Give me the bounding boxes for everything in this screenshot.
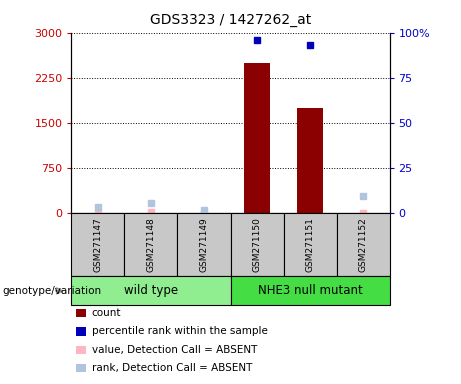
Text: GSM271148: GSM271148	[147, 217, 155, 272]
Text: rank, Detection Call = ABSENT: rank, Detection Call = ABSENT	[92, 363, 252, 373]
Bar	[230, 276, 390, 305]
Text: genotype/variation: genotype/variation	[2, 286, 101, 296]
Bar	[297, 108, 323, 213]
Bar	[284, 213, 337, 276]
Bar	[244, 63, 270, 213]
Bar	[177, 213, 230, 276]
Bar	[337, 213, 390, 276]
Text: value, Detection Call = ABSENT: value, Detection Call = ABSENT	[92, 345, 257, 355]
Text: GDS3323 / 1427262_at: GDS3323 / 1427262_at	[150, 13, 311, 27]
Bar	[230, 213, 284, 276]
Bar	[71, 276, 230, 305]
Text: GSM271151: GSM271151	[306, 217, 314, 272]
Text: wild type: wild type	[124, 285, 178, 297]
Text: GSM271152: GSM271152	[359, 217, 367, 272]
Bar	[124, 213, 177, 276]
Text: GSM271149: GSM271149	[200, 217, 208, 272]
Text: percentile rank within the sample: percentile rank within the sample	[92, 326, 268, 336]
Bar	[71, 213, 124, 276]
Text: GSM271147: GSM271147	[94, 217, 102, 272]
Text: NHE3 null mutant: NHE3 null mutant	[258, 285, 362, 297]
Text: count: count	[92, 308, 121, 318]
Text: GSM271150: GSM271150	[253, 217, 261, 272]
